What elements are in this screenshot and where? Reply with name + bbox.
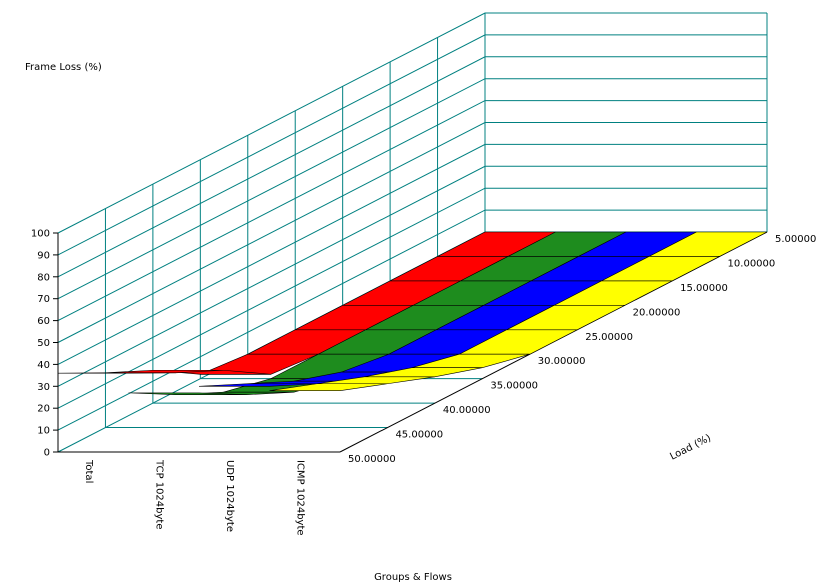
y-tick-label: 100 xyxy=(31,229,50,240)
depth-axis-label: Load (%) xyxy=(668,433,713,463)
ribbon-segment xyxy=(198,383,317,387)
y-tick-label: 60 xyxy=(37,316,50,327)
y-axis-label: Frame Loss (%) xyxy=(25,62,102,73)
depth-tick-label: 35.00000 xyxy=(490,381,538,392)
depth-tick-label: 5.00000 xyxy=(775,234,816,245)
y-tick-label: 0 xyxy=(44,448,50,459)
ribbon-segment xyxy=(269,383,388,391)
y-tick-label: 10 xyxy=(37,426,50,437)
y-tick-label: 70 xyxy=(37,294,50,305)
y-tick-label: 80 xyxy=(37,272,50,283)
depth-tick-label: 15.00000 xyxy=(680,283,728,294)
y-tick-label: 50 xyxy=(37,338,50,349)
depth-tick-label: 45.00000 xyxy=(395,430,443,441)
x-tick-label: Total xyxy=(83,459,94,483)
depth-tick-label: 30.00000 xyxy=(538,356,586,367)
x-tick-label: TCP 1024byte xyxy=(154,459,165,530)
x-axis-label: Groups & Flows xyxy=(374,572,452,583)
depth-tick-label: 20.00000 xyxy=(633,307,681,318)
depth-tick-label: 50.00000 xyxy=(348,454,396,465)
y-tick-label: 20 xyxy=(37,404,50,415)
x-tick-label: ICMP 1024byte xyxy=(295,460,306,536)
y-tick-label: 30 xyxy=(37,382,50,393)
depth-tick-label: 10.00000 xyxy=(728,258,776,269)
ribbon-segment xyxy=(128,392,247,396)
depth-tick-label: 25.00000 xyxy=(585,332,633,343)
y-tick-label: 90 xyxy=(37,250,50,261)
x-tick-label: UDP 1024byte xyxy=(224,460,235,532)
y-tick-label: 40 xyxy=(37,360,50,371)
depth-tick-label: 40.00000 xyxy=(443,405,491,416)
